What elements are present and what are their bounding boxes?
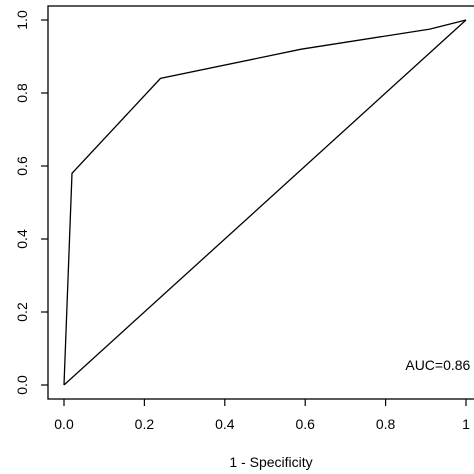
y-axis: 0.0 0.2 0.4 0.6 0.8 1.0 bbox=[14, 10, 48, 395]
y-tick-label: 0.8 bbox=[14, 83, 30, 103]
y-tick-label: 0.0 bbox=[14, 375, 30, 395]
x-tick-label: 0.6 bbox=[295, 416, 315, 432]
x-tick-label: 0.0 bbox=[54, 416, 74, 432]
y-tick-label: 0.2 bbox=[14, 302, 30, 322]
roc-curve bbox=[63, 19, 467, 386]
auc-annotation: AUC=0.86 bbox=[405, 357, 470, 373]
y-tick-label: 0.6 bbox=[14, 156, 30, 176]
x-axis: 0.0 0.2 0.4 0.6 0.8 1 bbox=[54, 399, 470, 432]
x-tick-label: 0.4 bbox=[215, 416, 235, 432]
x-tick-label: 1 bbox=[462, 416, 470, 432]
plot-frame bbox=[47, 5, 474, 400]
y-tick-label: 1.0 bbox=[14, 10, 30, 30]
annotation-layer: AUC=0.86 bbox=[405, 357, 470, 373]
series-layer bbox=[63, 19, 467, 386]
reference-diagonal-line bbox=[63, 19, 467, 386]
x-axis-label: 1 - Specificity bbox=[229, 454, 312, 470]
x-tick-label: 0.2 bbox=[135, 416, 155, 432]
x-tick-label: 0.8 bbox=[376, 416, 396, 432]
y-tick-label: 0.4 bbox=[14, 229, 30, 249]
